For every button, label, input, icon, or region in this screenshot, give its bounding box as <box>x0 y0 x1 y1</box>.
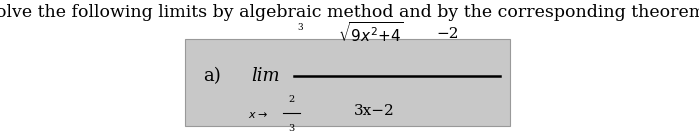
Text: −2: −2 <box>436 27 459 41</box>
Text: Solve the following limits by algebraic method and by the corresponding theorems: Solve the following limits by algebraic … <box>0 4 699 21</box>
Text: 3: 3 <box>289 124 294 133</box>
Text: $\sqrt{9x^2{+}4}$: $\sqrt{9x^2{+}4}$ <box>338 22 403 46</box>
Text: 2: 2 <box>289 95 294 104</box>
Text: a): a) <box>203 67 220 85</box>
Text: 3x−2: 3x−2 <box>354 104 394 118</box>
Text: $x{\rightarrow}$: $x{\rightarrow}$ <box>248 110 268 120</box>
Text: lim: lim <box>252 67 280 85</box>
FancyBboxPatch shape <box>185 39 510 126</box>
Text: 3: 3 <box>298 24 303 32</box>
